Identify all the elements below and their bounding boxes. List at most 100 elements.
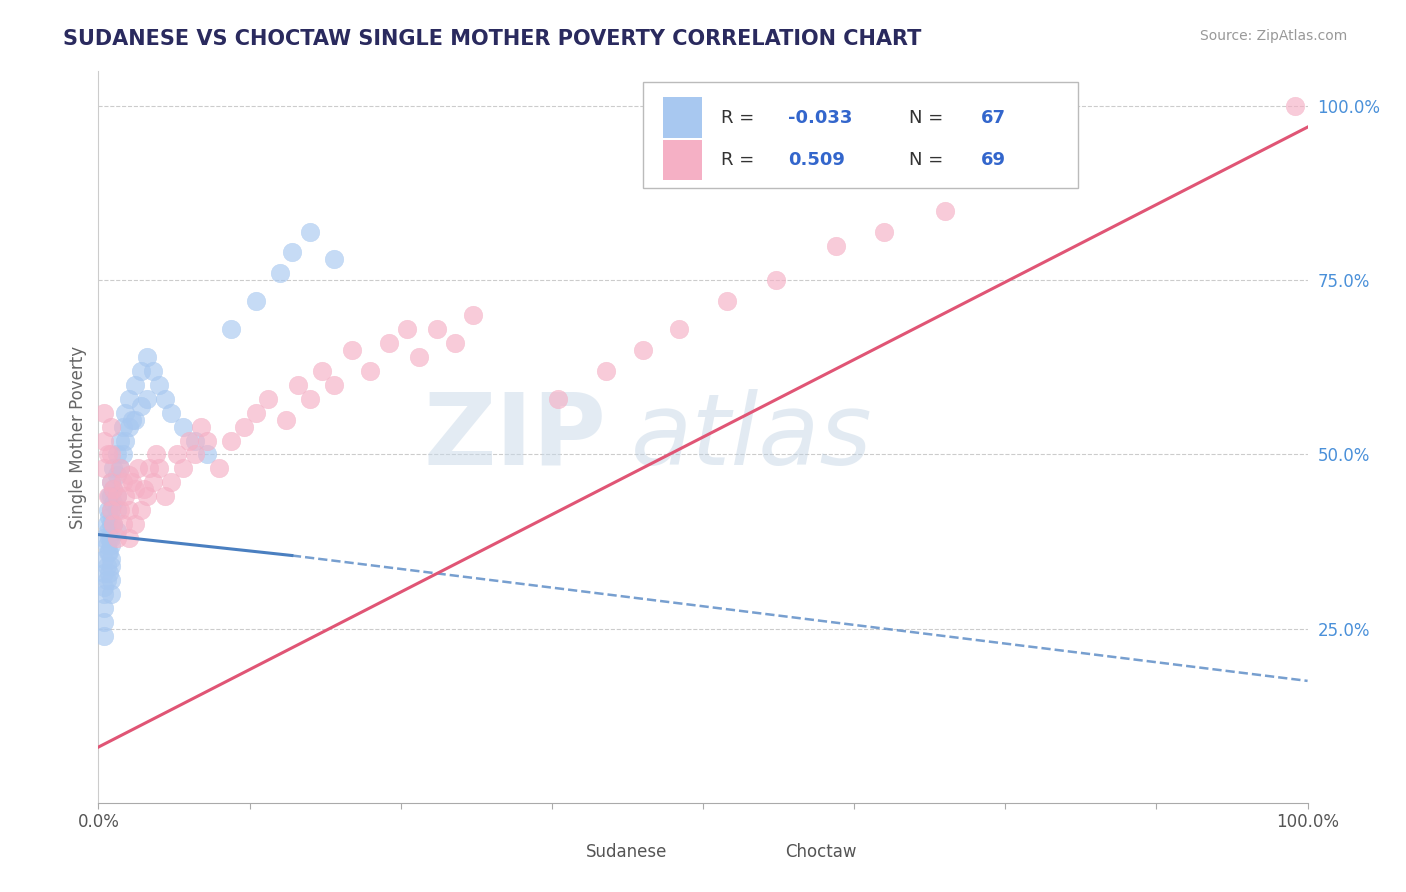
Point: [160, 406, 183, 420]
Point: [93, 531, 115, 545]
Point: [118, 468, 141, 483]
Point: [101, 517, 124, 532]
Point: [172, 419, 194, 434]
Point: [93, 587, 115, 601]
Point: [221, 434, 243, 448]
Point: [108, 461, 131, 475]
Point: [105, 448, 128, 462]
Point: [444, 336, 467, 351]
Point: [190, 419, 212, 434]
Point: [245, 406, 267, 420]
Point: [101, 496, 124, 510]
Point: [96, 538, 118, 552]
Point: [195, 434, 218, 448]
Point: [1000, 169, 1022, 183]
Point: [873, 225, 896, 239]
Text: Choctaw: Choctaw: [785, 843, 856, 861]
Point: [98, 489, 121, 503]
Point: [287, 377, 309, 392]
Point: [93, 629, 115, 643]
Point: [323, 377, 346, 392]
Point: [256, 392, 278, 406]
Point: [208, 461, 231, 475]
Point: [108, 434, 131, 448]
Point: [118, 419, 141, 434]
Point: [179, 434, 201, 448]
Point: [245, 294, 267, 309]
Point: [124, 412, 146, 426]
Point: [153, 489, 176, 503]
Text: 67: 67: [981, 109, 1007, 127]
Point: [101, 483, 124, 497]
Point: [96, 558, 118, 573]
Point: [269, 266, 291, 280]
Point: [934, 203, 956, 218]
Point: [93, 552, 115, 566]
Point: [93, 615, 115, 629]
Point: [172, 461, 194, 475]
Point: [111, 475, 134, 490]
Point: [101, 483, 124, 497]
Point: [100, 538, 122, 552]
Text: 69: 69: [981, 151, 1007, 169]
Point: [299, 225, 322, 239]
Point: [93, 461, 115, 475]
Point: [426, 322, 449, 336]
Point: [101, 461, 124, 475]
Point: [463, 308, 485, 322]
Point: [129, 399, 152, 413]
Point: [395, 322, 418, 336]
Bar: [546, 836, 576, 865]
Point: [100, 531, 122, 545]
Point: [547, 392, 569, 406]
Point: [121, 475, 143, 490]
Point: [232, 419, 254, 434]
Point: [118, 531, 141, 545]
Point: [274, 412, 297, 426]
Point: [111, 419, 134, 434]
Point: [221, 322, 243, 336]
Text: ZIP: ZIP: [423, 389, 606, 485]
Point: [360, 364, 382, 378]
Point: [93, 434, 115, 448]
Point: [377, 336, 399, 351]
Text: atlas: atlas: [630, 389, 872, 485]
Point: [281, 245, 304, 260]
Point: [105, 489, 128, 503]
Text: Source: ZipAtlas.com: Source: ZipAtlas.com: [1199, 29, 1347, 43]
Point: [129, 364, 152, 378]
Point: [299, 392, 322, 406]
Point: [98, 531, 121, 545]
Point: [100, 587, 122, 601]
Point: [100, 517, 122, 532]
Point: [160, 475, 183, 490]
Point: [145, 448, 167, 462]
Point: [825, 238, 848, 252]
Point: [765, 273, 787, 287]
Point: [114, 489, 136, 503]
Bar: [664, 140, 702, 180]
Point: [135, 489, 157, 503]
Point: [118, 392, 141, 406]
Point: [100, 489, 122, 503]
Point: [108, 503, 131, 517]
Bar: [745, 836, 776, 865]
Point: [142, 475, 165, 490]
Text: R =: R =: [721, 151, 761, 169]
Point: [342, 343, 364, 357]
Point: [323, 252, 346, 267]
Point: [97, 503, 120, 517]
Point: [100, 503, 122, 517]
Point: [124, 517, 146, 532]
Point: [105, 503, 128, 517]
Point: [98, 545, 121, 559]
Text: Sudanese: Sudanese: [586, 843, 666, 861]
Point: [93, 566, 115, 580]
Text: 0.509: 0.509: [787, 151, 845, 169]
Point: [100, 448, 122, 462]
Point: [93, 580, 115, 594]
Point: [93, 406, 115, 420]
Point: [100, 552, 122, 566]
Point: [408, 350, 430, 364]
Bar: [664, 97, 702, 137]
